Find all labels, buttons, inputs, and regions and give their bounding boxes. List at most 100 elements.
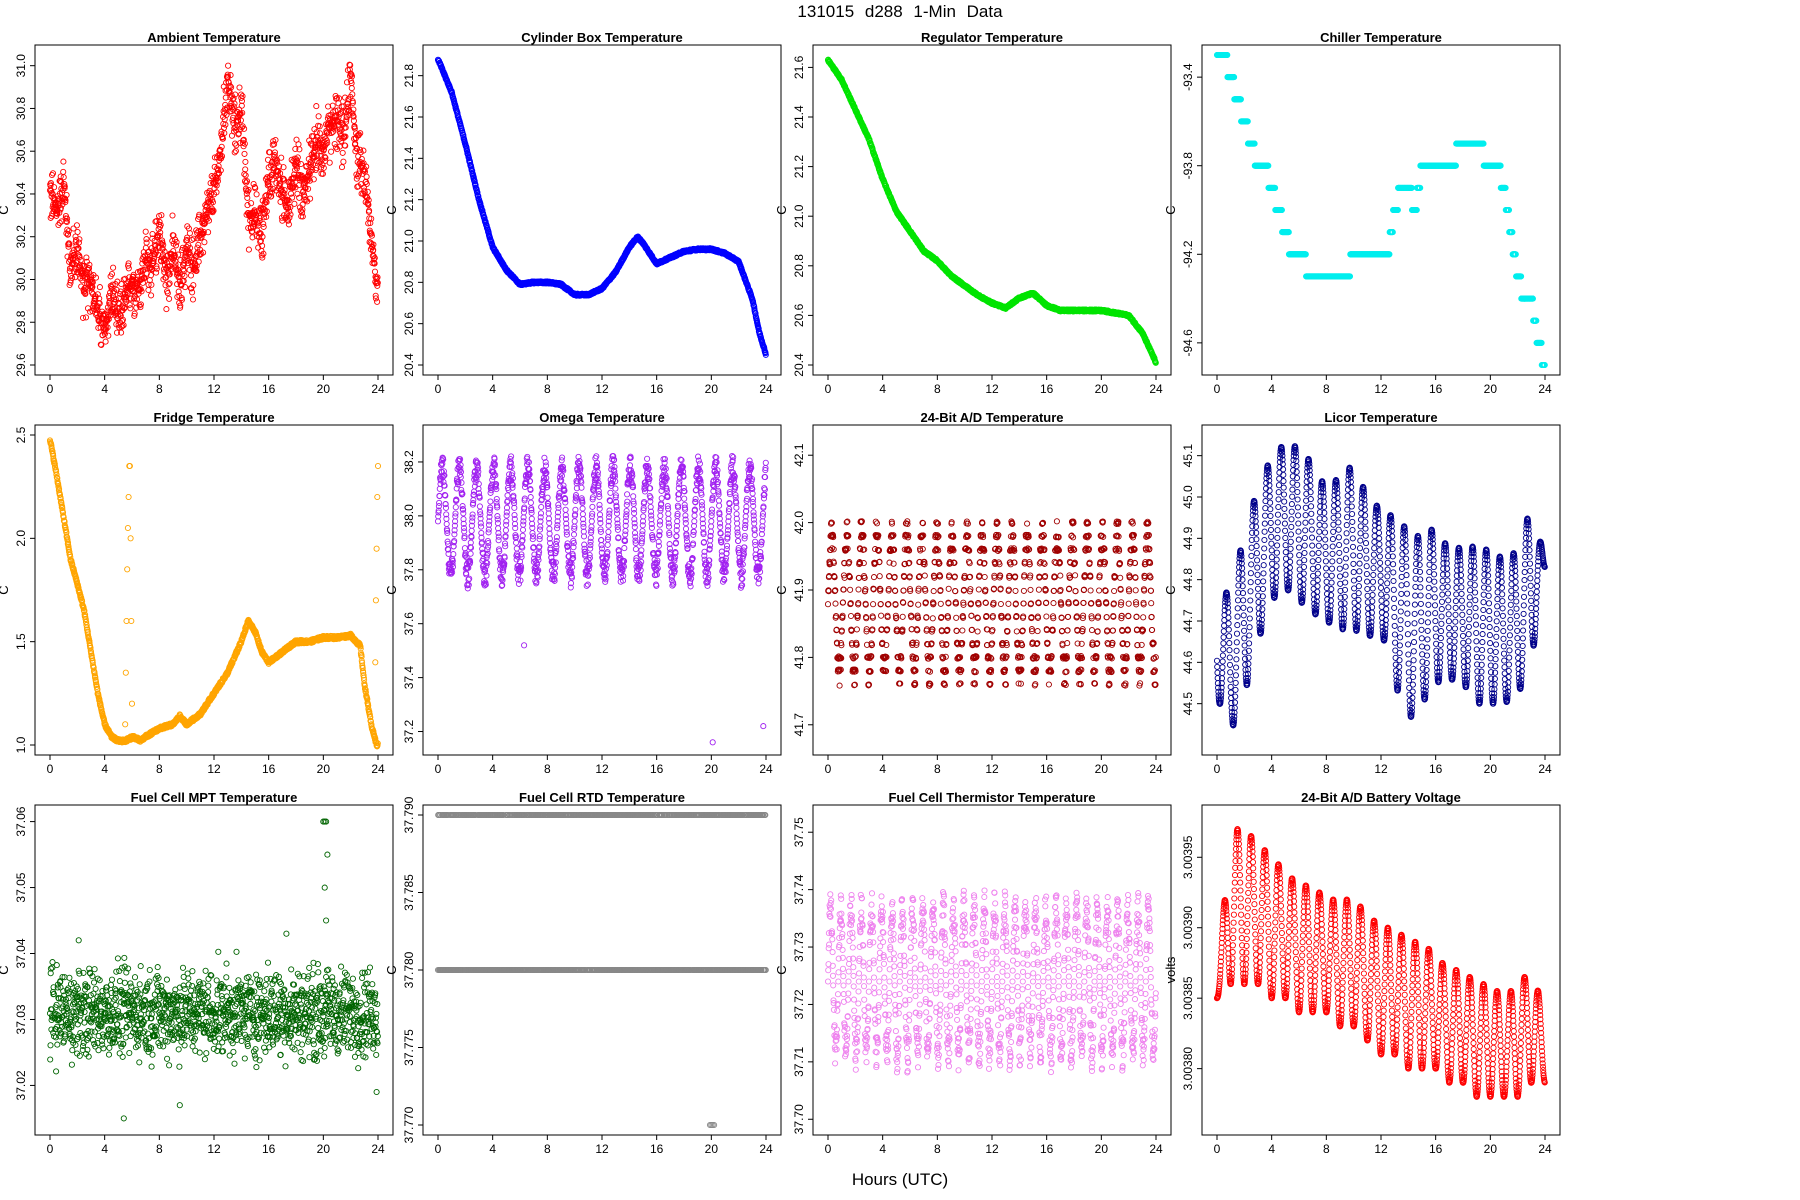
x-tick-label: 8 — [156, 382, 163, 396]
x-tick-label: 20 — [317, 382, 331, 396]
x-tick-label: 24 — [371, 382, 385, 396]
data-point — [83, 254, 90, 261]
data-point — [148, 292, 155, 299]
data-point — [363, 173, 370, 180]
x-tick-label: 16 — [1040, 382, 1054, 396]
x-tick-label: 12 — [595, 382, 609, 396]
data-point — [70, 225, 77, 232]
data-point — [145, 286, 152, 294]
y-tick-label: 20.8 — [792, 254, 806, 278]
data-point — [69, 261, 76, 268]
data-point — [96, 300, 103, 307]
data-point — [85, 265, 93, 272]
data-point — [82, 290, 89, 298]
data-point — [163, 306, 170, 313]
data-point — [73, 222, 80, 229]
data-point — [57, 204, 64, 212]
data-points — [434, 56, 769, 358]
data-point — [102, 326, 110, 333]
data-point — [75, 245, 82, 252]
x-tick-label: 4 — [489, 382, 496, 396]
y-tick-label: 21.6 — [792, 55, 806, 79]
data-points — [1213, 51, 1548, 369]
y-tick-label: -93.8 — [1181, 152, 1195, 180]
y-tick-label: -94.6 — [1181, 329, 1195, 357]
data-point — [49, 170, 57, 177]
data-point — [82, 314, 90, 321]
data-point — [48, 187, 55, 194]
data-point — [169, 212, 176, 219]
data-point — [64, 231, 72, 238]
y-tick-label: 21.2 — [402, 188, 416, 212]
y-axis-label: C — [384, 205, 399, 214]
data-point — [232, 147, 239, 155]
y-tick-label: 21.0 — [792, 204, 806, 228]
y-tick-label: 20.6 — [792, 303, 806, 327]
data-point — [315, 113, 322, 120]
data-point — [233, 142, 240, 149]
x-tick-label: 8 — [1323, 382, 1330, 396]
data-point — [54, 206, 61, 213]
panel-title: Ambient Temperature — [147, 30, 280, 45]
data-point — [47, 179, 54, 187]
data-point — [285, 221, 292, 228]
y-tick-label: 30.0 — [14, 267, 28, 291]
data-point — [69, 274, 76, 281]
data-points — [46, 61, 381, 349]
data-points — [824, 56, 1159, 366]
y-tick-label: -94.2 — [1181, 240, 1195, 268]
data-point — [241, 150, 248, 157]
x-tick-label: 4 — [879, 382, 886, 396]
x-tick-label: 4 — [1268, 382, 1275, 396]
data-point — [53, 209, 60, 217]
data-point — [127, 305, 134, 312]
data-point — [88, 283, 95, 290]
data-point — [102, 338, 109, 345]
data-point — [51, 184, 58, 191]
data-point — [60, 168, 67, 175]
x-tick-label: 0 — [47, 382, 54, 396]
data-point — [60, 158, 67, 165]
data-point — [106, 301, 113, 308]
y-tick-label: 20.8 — [402, 270, 416, 294]
data-point — [94, 291, 101, 298]
y-tick-label: 30.6 — [14, 139, 28, 163]
data-point — [97, 341, 104, 348]
panel-title: Chiller Temperature — [1320, 30, 1442, 45]
data-point — [74, 228, 81, 236]
data-point — [86, 261, 93, 268]
y-tick-label: 21.0 — [402, 229, 416, 253]
x-tick-label: 20 — [705, 382, 719, 396]
data-point — [77, 263, 84, 270]
x-tick-label: 24 — [1149, 382, 1163, 396]
data-point — [297, 160, 305, 168]
plot-frame — [812, 44, 1172, 376]
y-tick-label: 21.2 — [792, 155, 806, 179]
data-point — [75, 239, 82, 246]
data-point — [242, 158, 249, 165]
data-point — [339, 149, 346, 156]
data-point — [89, 283, 96, 291]
data-point — [58, 178, 65, 186]
data-point — [242, 172, 249, 179]
y-tick-label: 20.4 — [792, 353, 806, 377]
data-point — [201, 239, 208, 246]
data-point — [64, 215, 71, 222]
data-point — [287, 211, 294, 218]
x-tick-label: 24 — [759, 382, 773, 396]
data-point — [187, 272, 195, 279]
x-tick-label: 12 — [985, 382, 999, 396]
x-tick-label: 8 — [544, 382, 551, 396]
x-tick-label: 16 — [1429, 382, 1443, 396]
data-point — [371, 268, 379, 275]
data-point — [56, 199, 63, 206]
data-point — [331, 140, 338, 148]
data-point — [164, 290, 171, 297]
data-point — [57, 178, 64, 185]
data-point — [142, 228, 149, 235]
data-point — [166, 295, 173, 302]
data-point — [89, 279, 96, 286]
data-point — [60, 174, 67, 181]
